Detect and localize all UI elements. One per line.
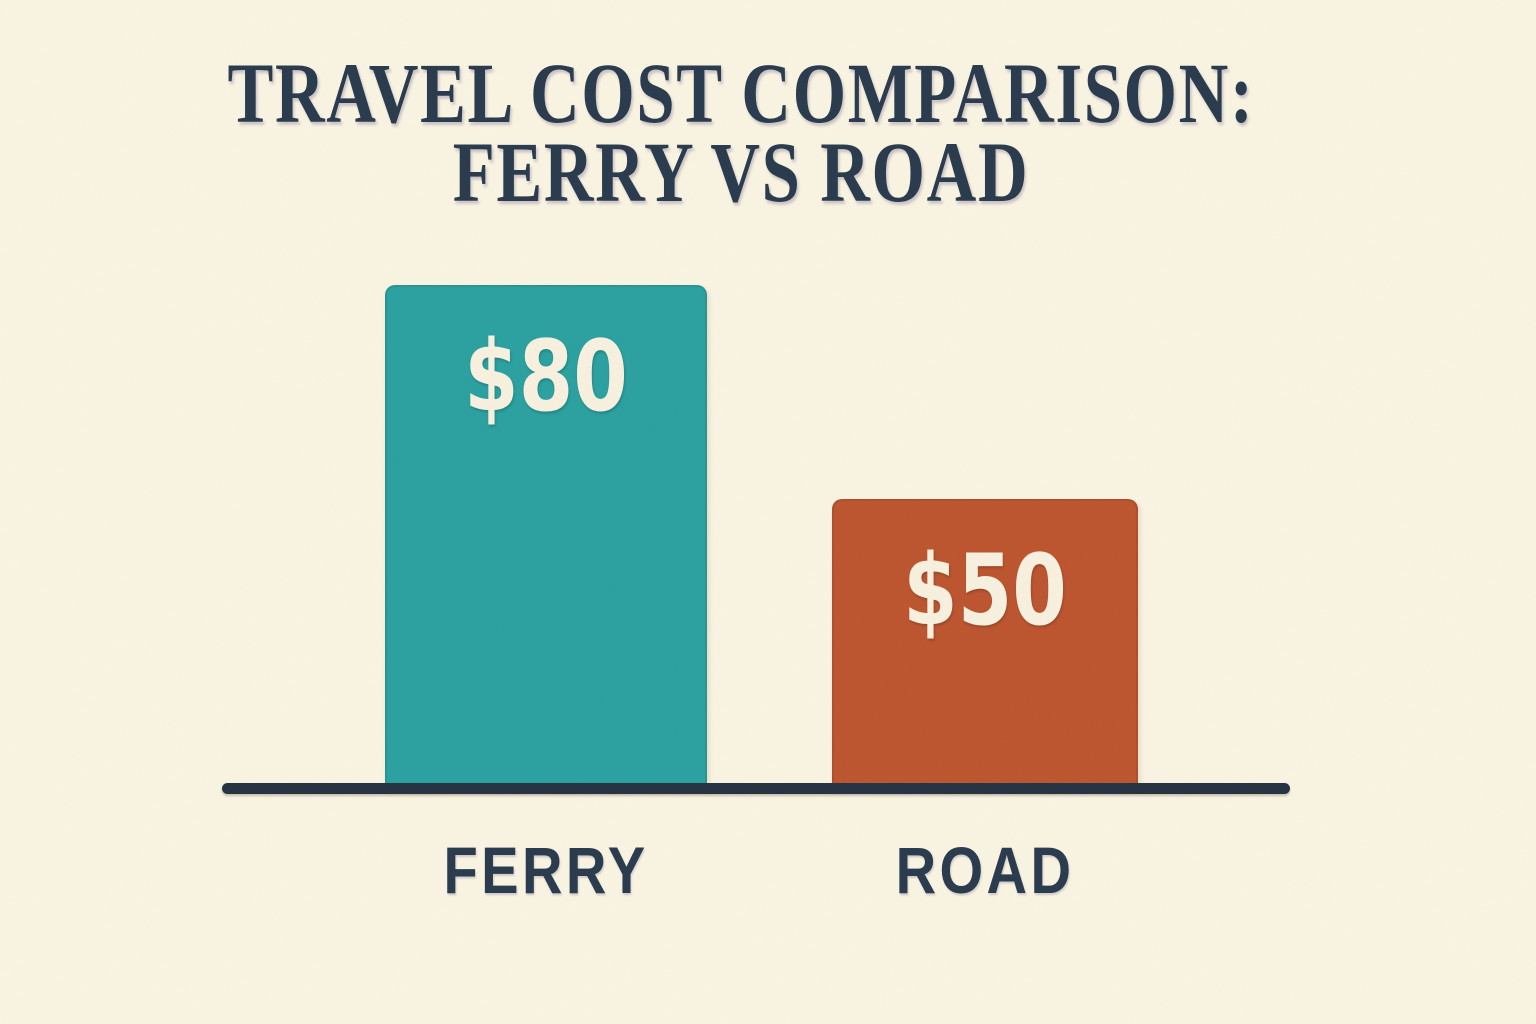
bar-road: $50 bbox=[832, 499, 1138, 789]
category-label-ferry: FERRY bbox=[443, 833, 649, 907]
x-axis-line bbox=[222, 783, 1290, 794]
bar-value-label-road: $50 bbox=[903, 534, 1067, 648]
bar-chart: $80 $50 FERRY ROAD bbox=[222, 0, 1290, 1024]
bar-value-label-ferry: $80 bbox=[464, 320, 628, 434]
category-label-road: ROAD bbox=[895, 833, 1075, 907]
bar-ferry: $80 bbox=[385, 285, 707, 789]
